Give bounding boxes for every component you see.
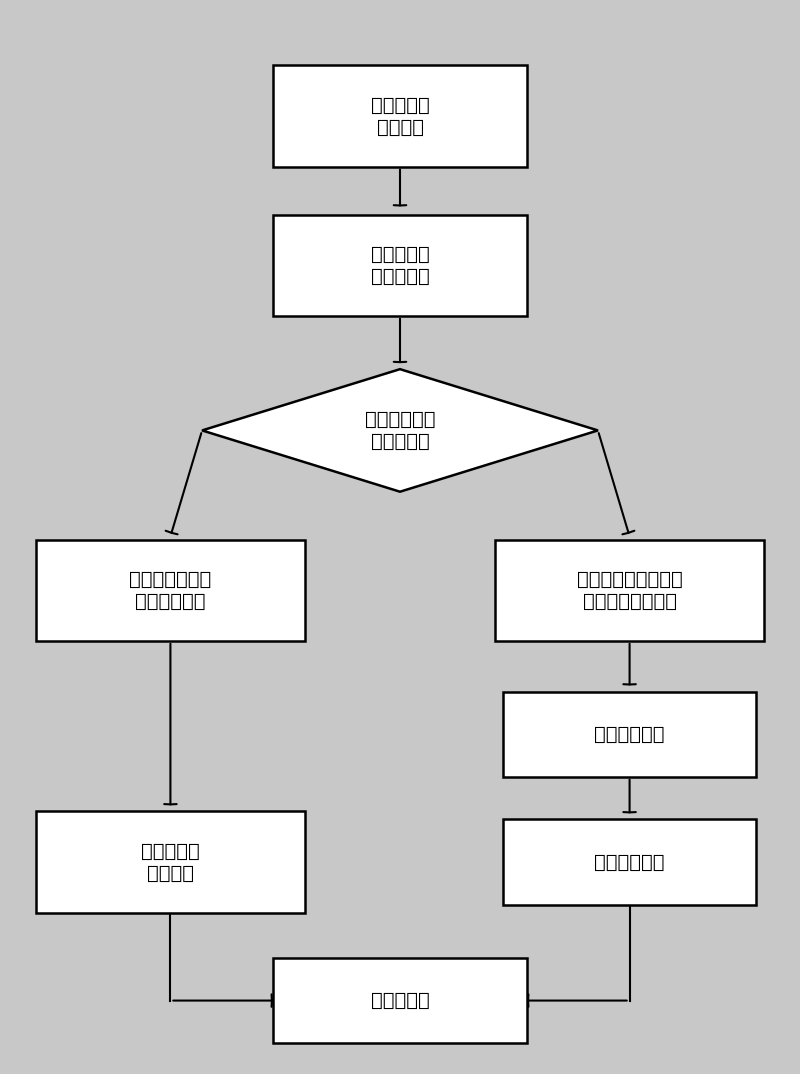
Text: 方锥体上下表面
边长以及高度: 方锥体上下表面 边长以及高度 (130, 570, 211, 611)
Text: 导流片的大
小和位置: 导流片的大 小和位置 (141, 842, 200, 883)
FancyBboxPatch shape (274, 66, 526, 166)
FancyBboxPatch shape (495, 539, 764, 641)
Text: 遮风罩的位置: 遮风罩的位置 (594, 725, 665, 743)
FancyBboxPatch shape (503, 819, 756, 904)
Text: 平面射流的
厚度和宽度: 平面射流的 厚度和宽度 (370, 245, 430, 286)
FancyBboxPatch shape (274, 958, 526, 1043)
Text: 导引段的长宽高以及
与管道的连接位置: 导引段的长宽高以及 与管道的连接位置 (577, 570, 682, 611)
Text: 各分件装配: 各分件装配 (370, 991, 430, 1010)
FancyBboxPatch shape (36, 812, 305, 913)
Text: 待密封管道
径向尺寸: 待密封管道 径向尺寸 (370, 96, 430, 136)
Text: 平面射流的上
端还是下端: 平面射流的上 端还是下端 (365, 410, 435, 451)
FancyBboxPatch shape (36, 539, 305, 641)
Polygon shape (202, 369, 598, 492)
FancyBboxPatch shape (503, 692, 756, 777)
FancyBboxPatch shape (274, 215, 526, 316)
Text: 中空型挡风板: 中空型挡风板 (594, 853, 665, 871)
